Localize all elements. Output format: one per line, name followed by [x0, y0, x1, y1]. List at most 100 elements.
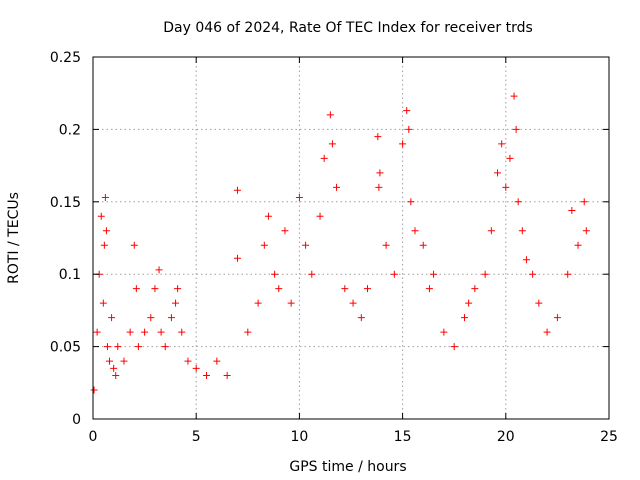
- data-point: [99, 299, 107, 307]
- data-point: [506, 154, 514, 162]
- data-point: [281, 227, 289, 235]
- data-point: [553, 314, 561, 322]
- data-point: [502, 183, 510, 191]
- data-point: [203, 372, 211, 380]
- data-point: [382, 241, 390, 249]
- data-point: [93, 328, 101, 336]
- x-tick-label: 0: [89, 429, 98, 445]
- data-point: [403, 107, 411, 115]
- plot-frame: [92, 56, 610, 420]
- data-point: [126, 328, 134, 336]
- data-point: [399, 140, 407, 148]
- data-point: [295, 193, 303, 201]
- data-point: [102, 227, 110, 235]
- data-point: [233, 254, 241, 262]
- y-tick-label: 0.05: [50, 340, 81, 356]
- x-tick-label: 15: [394, 429, 412, 445]
- data-point: [375, 183, 383, 191]
- data-point: [172, 299, 180, 307]
- data-point: [308, 270, 316, 278]
- grid: [93, 57, 609, 419]
- data-point: [374, 133, 382, 141]
- data-point: [178, 328, 186, 336]
- data-point: [498, 140, 506, 148]
- data-point: [101, 193, 109, 201]
- data-point: [132, 285, 140, 293]
- y-tick-label: 0: [72, 412, 81, 428]
- data-point: [184, 357, 192, 365]
- x-axis-label: GPS time / hours: [289, 459, 406, 475]
- data-point: [411, 227, 419, 235]
- data-point: [287, 299, 295, 307]
- data-point: [97, 212, 105, 220]
- y-tick-label: 0.1: [59, 267, 81, 283]
- data-point: [425, 285, 433, 293]
- data-point: [430, 270, 438, 278]
- data-point: [120, 357, 128, 365]
- data-point: [564, 270, 572, 278]
- x-tick-label: 5: [192, 429, 201, 445]
- data-point: [390, 270, 398, 278]
- data-point: [529, 270, 537, 278]
- data-point: [244, 328, 252, 336]
- data-point: [260, 241, 268, 249]
- y-tick-label: 0.15: [50, 195, 81, 211]
- data-point: [174, 285, 182, 293]
- data-point: [130, 241, 138, 249]
- data-point: [100, 241, 108, 249]
- data-point: [364, 285, 372, 293]
- data-point: [254, 299, 262, 307]
- data-point: [510, 92, 518, 100]
- data-point: [112, 372, 120, 380]
- data-point: [108, 314, 116, 322]
- data-point: [223, 372, 231, 380]
- data-point: [450, 343, 458, 351]
- data-point: [514, 198, 522, 206]
- data-point: [316, 212, 324, 220]
- data-point: [275, 285, 283, 293]
- data-point: [155, 266, 163, 274]
- axis-ticks: 0 5 10 15 20 25 0 0.05 0.1 0.15 0.2 0.25: [50, 50, 618, 445]
- data-point: [543, 328, 551, 336]
- data-point: [518, 227, 526, 235]
- data-point: [167, 314, 175, 322]
- data-point: [405, 125, 413, 133]
- data-point: [110, 364, 118, 372]
- data-point: [568, 206, 576, 214]
- data-point: [461, 314, 469, 322]
- data-point: [134, 343, 142, 351]
- data-point: [481, 270, 489, 278]
- data-point: [574, 241, 582, 249]
- data-point: [440, 328, 448, 336]
- data-point: [349, 299, 357, 307]
- y-tick-label: 0.25: [50, 50, 81, 66]
- data-point: [264, 212, 272, 220]
- data-point: [271, 270, 279, 278]
- data-point: [114, 343, 122, 351]
- data-point: [302, 241, 310, 249]
- y-tick-label: 0.2: [59, 122, 81, 138]
- data-point: [328, 140, 336, 148]
- data-point: [320, 154, 328, 162]
- data-point: [147, 314, 155, 322]
- data-point: [357, 314, 365, 322]
- data-point: [582, 227, 590, 235]
- data-point: [535, 299, 543, 307]
- data-point: [233, 186, 241, 194]
- x-tick-label: 10: [290, 429, 308, 445]
- data-point: [471, 285, 479, 293]
- data-point: [512, 125, 520, 133]
- y-axis-label: ROTI / TECUs: [6, 192, 22, 284]
- data-point: [90, 386, 98, 394]
- data-point: [465, 299, 473, 307]
- data-point: [376, 169, 384, 177]
- data-point: [106, 357, 114, 365]
- chart-title: Day 046 of 2024, Rate Of TEC Index for r…: [163, 20, 533, 36]
- data-point: [487, 227, 495, 235]
- data-point: [522, 256, 530, 264]
- data-points: [90, 92, 590, 394]
- data-point: [494, 169, 502, 177]
- x-tick-label: 25: [600, 429, 618, 445]
